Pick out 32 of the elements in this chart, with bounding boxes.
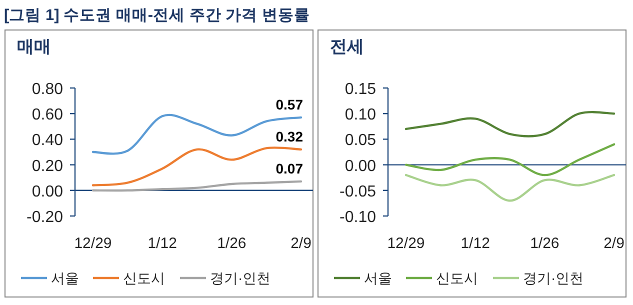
x-tick-label: 1/26 <box>530 235 560 252</box>
legend-label: 서울 <box>364 270 392 286</box>
x-tick-label: 2/9 <box>604 235 624 252</box>
annotation: 0.32 <box>276 128 304 144</box>
x-tick-label: 1/12 <box>460 235 490 252</box>
y-tick-label: 0.15 <box>344 81 376 98</box>
legend-label: 신도시 <box>123 270 165 286</box>
y-tick-label: -0.05 <box>340 183 376 200</box>
legend-label: 경기·인천 <box>523 270 584 286</box>
x-tick-label: 2/9 <box>290 235 312 252</box>
y-tick-label: 0.80 <box>32 81 64 98</box>
chart-title: 전세 <box>330 37 364 56</box>
annotation: 0.57 <box>276 96 304 112</box>
x-tick-label: 12/29 <box>387 235 425 252</box>
y-tick-label: 0.00 <box>32 183 64 200</box>
y-tick-label: -0.20 <box>26 209 64 226</box>
legend-label: 경기·인천 <box>210 270 271 286</box>
y-tick-label: 0.05 <box>344 132 376 150</box>
y-tick-label: 0.10 <box>344 106 376 124</box>
x-tick-label: 1/26 <box>217 235 246 252</box>
y-tick-label: 0.60 <box>32 106 64 124</box>
chart-title: 매매 <box>17 37 51 56</box>
y-tick-label: 0.40 <box>32 132 64 150</box>
x-tick-label: 12/29 <box>74 235 112 252</box>
y-tick-label: -0.10 <box>340 209 376 226</box>
y-tick-label: 0.20 <box>32 158 64 175</box>
x-tick-label: 1/12 <box>148 235 177 252</box>
legend-label: 서울 <box>51 270 79 286</box>
legend-label: 신도시 <box>436 270 478 286</box>
text: [그림 1] 수도권 매매-전세 주간 가격 변동률 <box>4 7 310 24</box>
y-tick-label: 0.00 <box>344 158 376 175</box>
annotation: 0.07 <box>276 160 304 176</box>
